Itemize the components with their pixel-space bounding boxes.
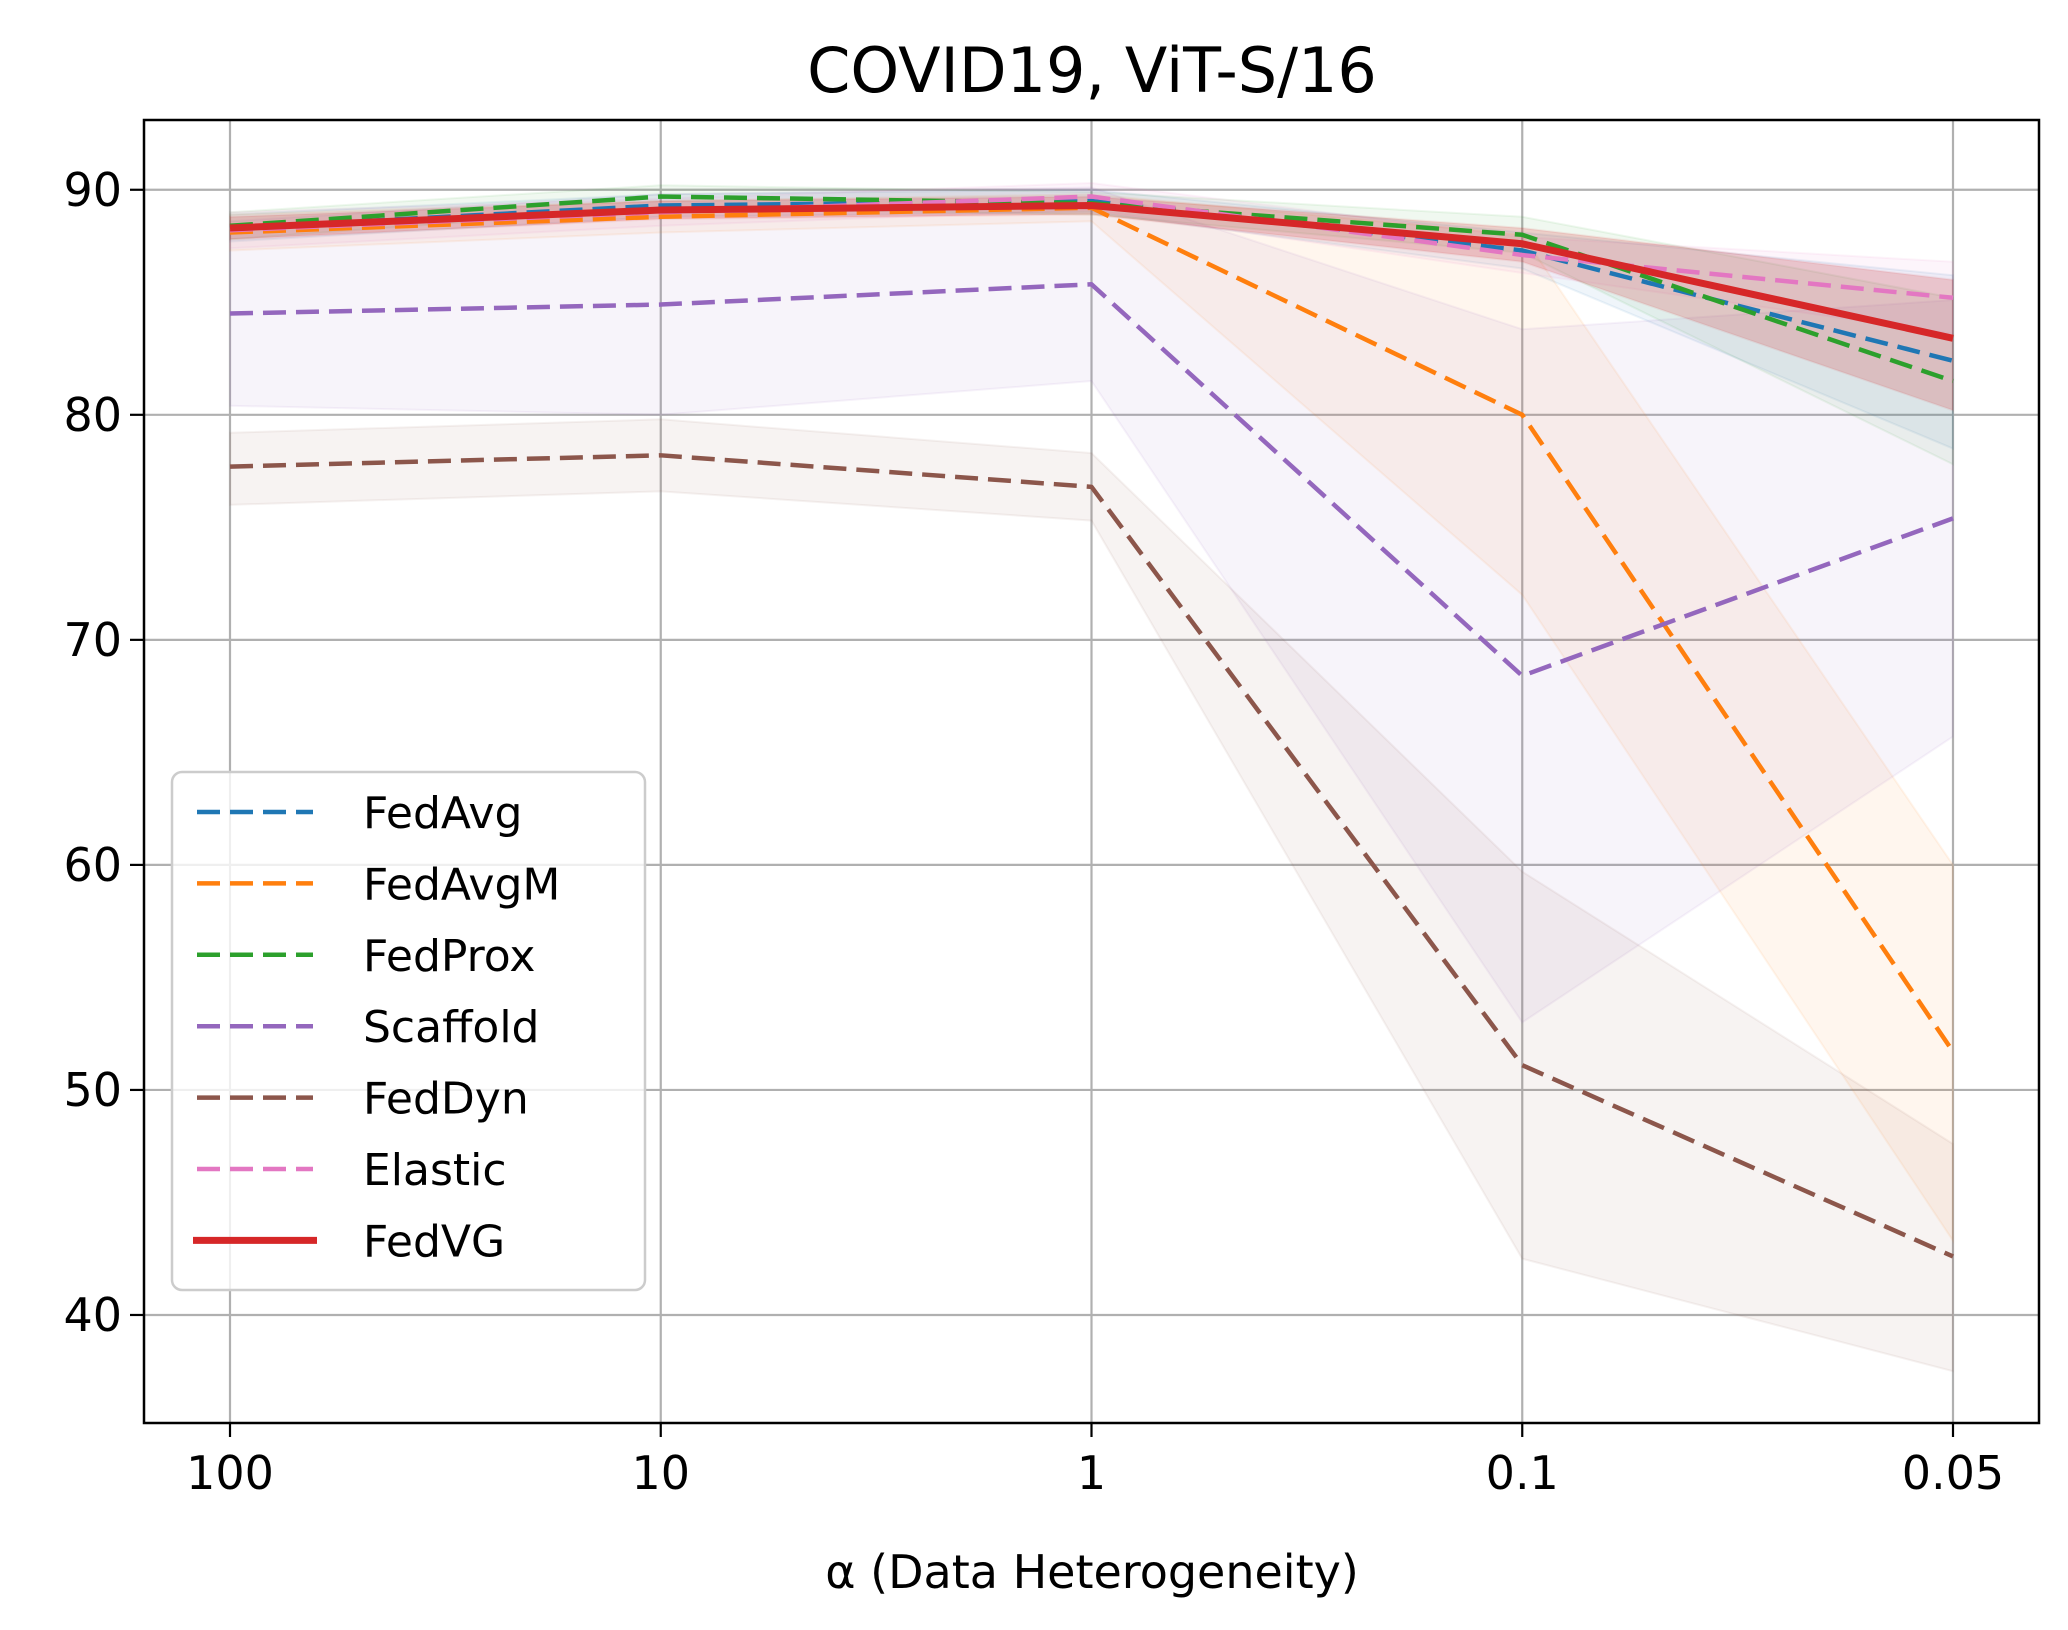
- legend-item-feddyn: FedDyn: [197, 1074, 529, 1125]
- legend-item-fedprox: FedProx: [197, 931, 535, 982]
- band-feddyn: [229, 418, 1954, 1373]
- legend-item-scaffold: Scaffold: [197, 1002, 539, 1053]
- x-tick-label: 1: [1077, 1446, 1106, 1500]
- y-tick-label: 40: [63, 1288, 122, 1342]
- band-elastic: [229, 182, 1954, 335]
- y-tick-label: 60: [63, 838, 122, 892]
- legend-item-fedvg: FedVG: [193, 1216, 505, 1267]
- legend-box: [170, 770, 647, 1292]
- y-axis: 40 50 60 70 80 90: [63, 163, 144, 1342]
- y-tick-label: 50: [63, 1063, 122, 1117]
- x-tick-label: 10: [631, 1446, 690, 1500]
- band-scaffold: [229, 186, 1954, 1024]
- chart-title: COVID19, ViT-S/16: [807, 34, 1377, 107]
- x-tick-label: 0.05: [1902, 1446, 2004, 1500]
- series-lines: [229, 194, 1955, 1259]
- x-tick-label: 100: [186, 1446, 274, 1500]
- legend-label: FedProx: [363, 931, 535, 982]
- band-fedavgm: [229, 193, 1954, 1245]
- x-tick-label: 0.1: [1486, 1446, 1559, 1500]
- y-tick-label: 70: [63, 613, 122, 667]
- x-axis: 100 10 1 0.1 0.05: [186, 1423, 2004, 1500]
- y-tick-label: 80: [63, 388, 122, 442]
- legend-label: Elastic: [363, 1145, 507, 1196]
- legend-item-fedavgm: FedAvgM: [197, 859, 560, 910]
- y-tick-label: 90: [63, 163, 122, 217]
- legend-label: FedVG: [363, 1216, 505, 1267]
- legend: FedAvg FedAvgM FedProx Scaffold FedDyn Elasti…: [170, 770, 647, 1292]
- legend-item-elastic: Elastic: [197, 1145, 507, 1196]
- legend-item-fedavg: FedAvg: [197, 788, 522, 839]
- x-axis-label: α (Data Heterogeneity): [825, 1545, 1359, 1599]
- legend-label: FedDyn: [363, 1074, 529, 1125]
- legend-label: Scaffold: [363, 1002, 539, 1053]
- legend-label: FedAvg: [363, 788, 522, 839]
- legend-label: FedAvgM: [363, 859, 560, 910]
